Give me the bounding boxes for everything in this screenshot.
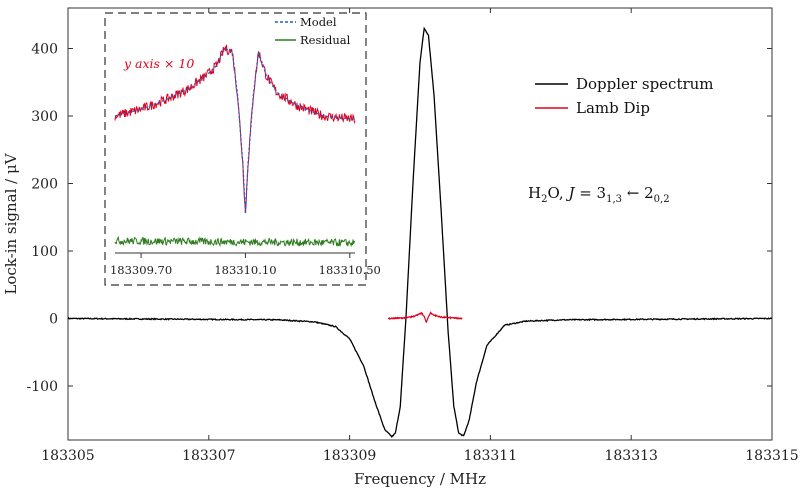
y-tick-label: 0 xyxy=(49,312,58,328)
inset-x-tick-label: 183309.70 xyxy=(110,263,172,277)
x-tick-label: 183307 xyxy=(182,448,235,464)
main-ticks: 183305 183307 183309 183311 183313 183315 -100… xyxy=(27,8,799,464)
inset-series xyxy=(114,44,356,248)
transition-annotation: H2O, J = 31,3 ← 20,2 xyxy=(528,184,670,205)
y-axis-label: Lock-in signal / μV xyxy=(2,152,20,294)
inset-ticks: 183309.70 183310.10 183310.50 xyxy=(110,253,381,277)
inset: 183309.70 183310.10 183310.50 y axis × 10 … xyxy=(104,12,381,286)
inset-x-tick-label: 183310.50 xyxy=(319,263,381,277)
legend: Doppler spectrum Lamb Dip xyxy=(535,75,714,117)
inset-model-line xyxy=(114,47,356,214)
x-axis-label: Frequency / MHz xyxy=(354,470,486,488)
x-tick-label: 183309 xyxy=(323,448,376,464)
x-tick-label: 183305 xyxy=(41,448,94,464)
inset-legend-label-residual: Residual xyxy=(300,33,351,47)
lamb-dip-line xyxy=(387,311,463,324)
inset-x-tick-label: 183310.10 xyxy=(214,263,276,277)
x-tick-label: 183315 xyxy=(745,448,798,464)
inset-legend-label-model: Model xyxy=(300,15,337,29)
y-tick-label: 200 xyxy=(31,177,58,193)
main-plot-frame xyxy=(67,7,773,441)
main-series xyxy=(67,26,773,439)
inset-residual-line xyxy=(114,235,356,248)
y-tick-label: 300 xyxy=(31,109,58,125)
y-tick-label: 400 xyxy=(31,42,58,58)
doppler-spectrum-line xyxy=(67,26,773,439)
y-tick-label: -100 xyxy=(27,379,58,395)
x-tick-label: 183311 xyxy=(464,448,517,464)
legend-label-lamb-dip: Lamb Dip xyxy=(576,99,650,117)
inset-scale-note: y axis × 10 xyxy=(123,56,194,71)
x-tick-label: 183313 xyxy=(604,448,657,464)
legend-label-doppler: Doppler spectrum xyxy=(576,75,714,93)
y-tick-label: 100 xyxy=(31,244,58,260)
inset-legend: Model Residual xyxy=(275,15,351,47)
